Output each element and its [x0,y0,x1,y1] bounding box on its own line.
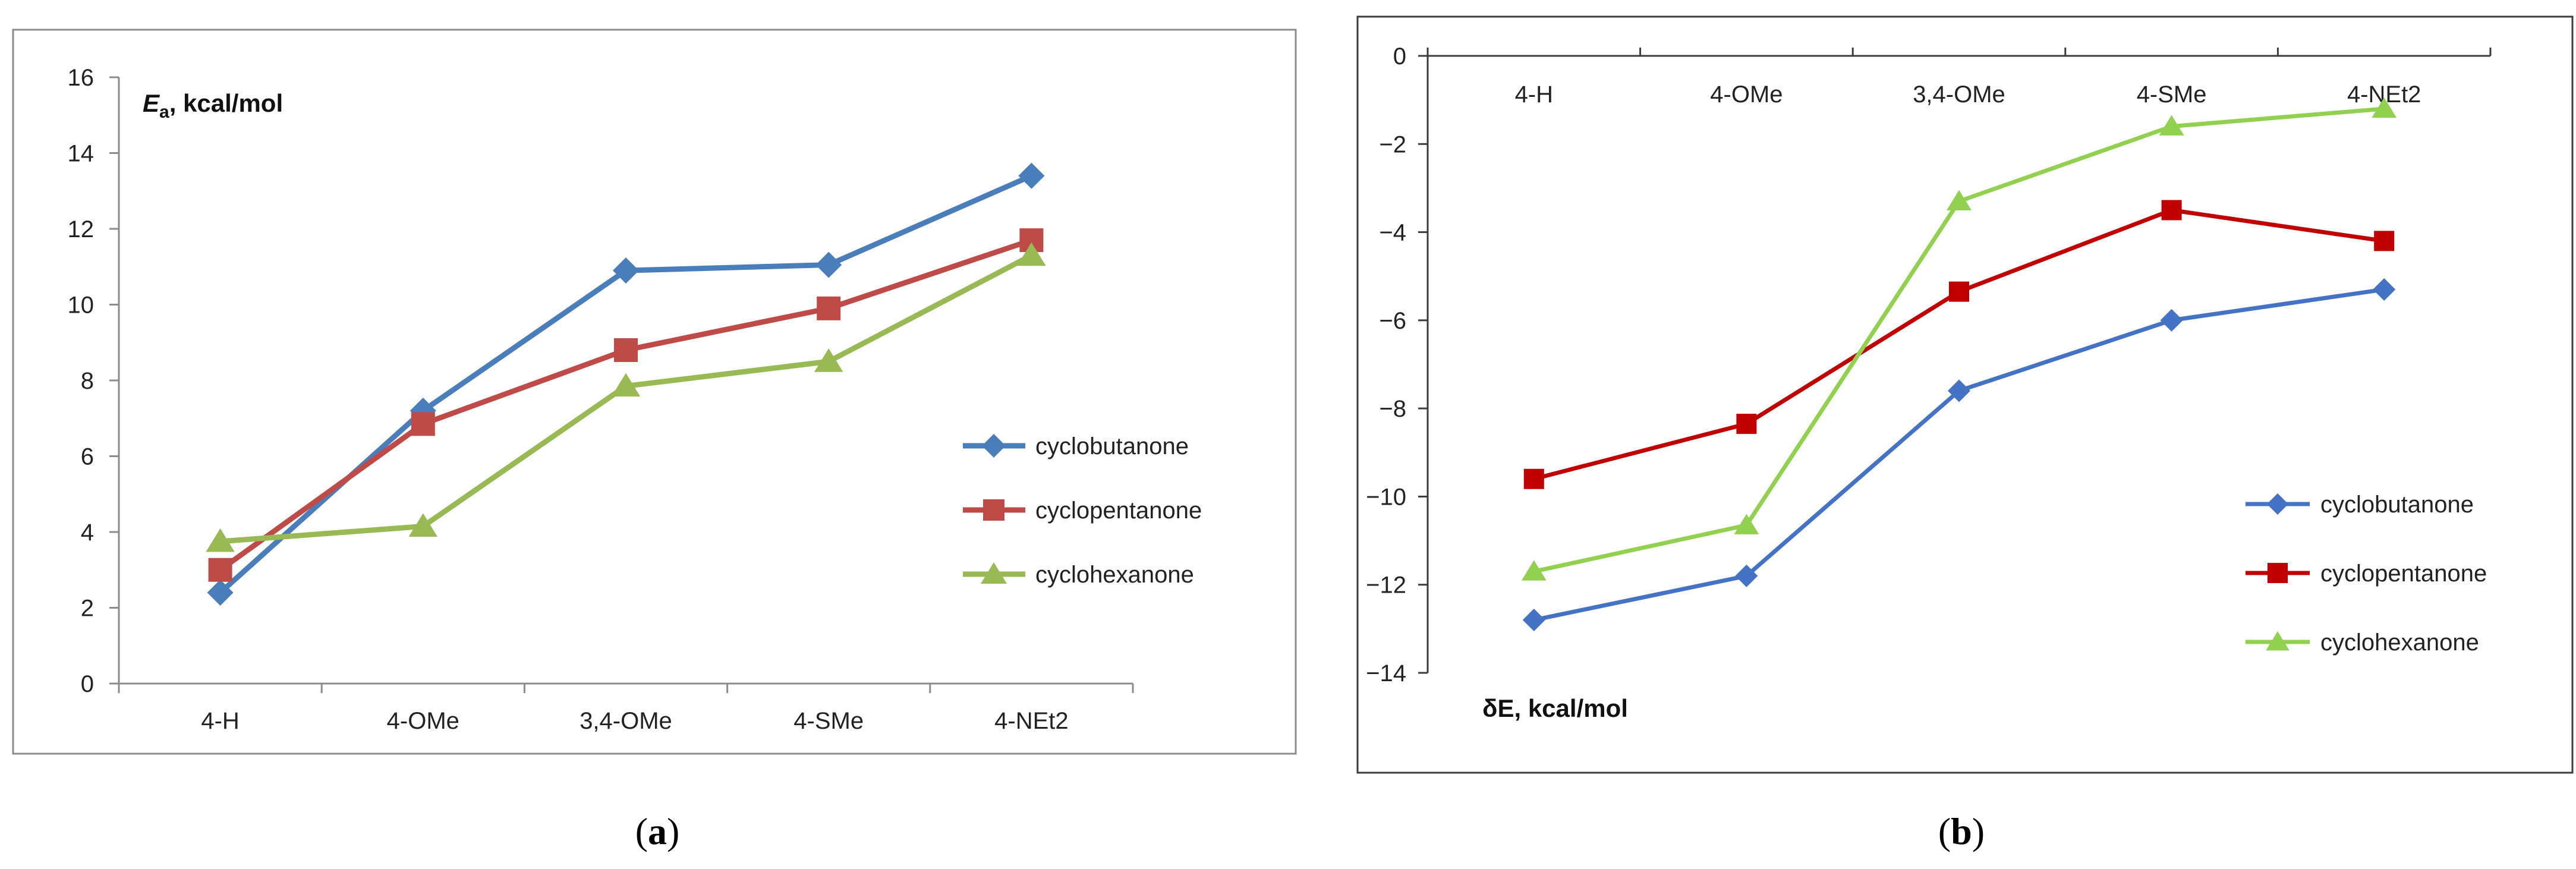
x-tick-label-a: 4-H [201,708,239,734]
data-point-b-cyclohexanone [2372,97,2397,118]
data-point-b-cyclobutanone [2160,308,2183,332]
data-point-b-cyclopentanone [2374,231,2395,251]
legend-marker-b-cyclopentanone [2268,563,2288,583]
data-point-a-cyclohexanone [1017,242,1046,266]
legend-label-a-cyclohexanone: cyclohexanone [1035,562,1194,588]
legend-marker-a-cyclobutanone [982,434,1006,458]
y-tick-label-a: 6 [81,444,94,470]
x-tick-label-b: 4-H [1515,81,1553,108]
y-tick-label-b: −12 [1366,572,1406,599]
data-point-a-cyclobutanone [815,251,842,278]
data-point-b-cyclohexanone [1947,190,1972,210]
data-point-b-cyclopentanone [1736,414,1757,434]
data-point-b-cyclobutanone [1522,609,1545,632]
legend-marker-a-cyclohexanone [981,562,1007,584]
y-axis-label-b: δE, kcal/mol [1482,694,1628,722]
legend-marker-b-cyclohexanone [2266,631,2290,651]
y-tick-label-a: 12 [68,216,95,243]
data-point-a-cyclopentanone [208,558,232,582]
y-tick-label-a: 14 [68,141,95,167]
data-point-b-cyclobutanone [1735,564,1758,587]
y-tick-label-a: 8 [81,368,94,394]
data-point-a-cyclobutanone [207,580,234,606]
data-point-b-cyclohexanone [1521,560,1547,581]
legend-label-a-cyclopentanone: cyclopentanone [1035,498,1202,524]
legend-b: cyclobutanone cyclopentanone cyclohexanone [2246,492,2487,656]
axes-a: 0 2 4 6 8 10 12 14 16 4-H 4-OMe 3,4-OMe 4-SMe 4-NEt2 [68,65,1134,734]
x-tick-label-b: 4-OMe [1710,81,1783,108]
x-tick-label-a: 4-SMe [793,708,864,734]
data-point-a-cyclopentanone [411,412,435,436]
data-point-a-cyclobutanone [613,257,639,284]
chart-panel-b: 0−2−4−6−8−10−12−144-H 4-OMe 3,4-OMe 4-SMe 4-… [1356,15,2574,774]
legend-label-b-cyclopentanone: cyclopentanone [2320,561,2487,587]
y-tick-label-b: −6 [1379,308,1406,334]
y-tick-label-a: 16 [68,65,95,91]
legend-label-b-cyclohexanone: cyclohexanone [2320,629,2479,656]
x-tick-label-a: 4-OMe [387,708,459,734]
x-tick-label-a: 4-NEt2 [994,708,1069,734]
y-tick-label-a: 0 [81,671,94,697]
data-point-a-cyclopentanone [817,296,841,320]
x-tick-label-b: 3,4-OMe [1913,81,2005,108]
chart-frame-a [12,29,1297,755]
y-tick-label-a: 4 [81,519,94,546]
legend-label-b-cyclobutanone: cyclobutanone [2320,492,2474,518]
data-point-b-cyclopentanone [2161,200,2182,221]
data-point-b-cyclopentanone [1949,281,1969,302]
axes-b: 0−2−4−6−8−10−12−144-H 4-OMe 3,4-OMe 4-SMe 4-… [1366,43,2492,687]
legend-label-a-cyclobutanone: cyclobutanone [1035,433,1189,459]
y-tick-label-b: 0 [1393,43,1406,70]
data-point-a-cyclopentanone [614,338,638,362]
data-point-b-cyclobutanone [2373,278,2396,301]
data-point-b-cyclobutanone [1948,379,1970,402]
y-tick-label-b: −4 [1379,220,1406,246]
y-tick-label-b: −2 [1379,131,1406,158]
legend-marker-a-cyclopentanone [983,499,1004,521]
x-tick-label-a: 3,4-OMe [580,708,672,734]
y-tick-label-a: 2 [81,596,94,622]
data-point-a-cyclohexanone [206,528,235,552]
legend-marker-b-cyclobutanone [2267,493,2288,515]
series-lines-b [1521,97,2397,632]
data-point-a-cyclohexanone [408,513,437,537]
y-tick-label-b: −14 [1366,660,1406,687]
data-point-b-cyclohexanone [1734,514,1759,534]
y-tick-label-a: 10 [68,292,95,319]
series-lines-a [206,162,1046,606]
legend-a: cyclobutanone cyclopentanone cyclohexanone [963,433,1202,588]
panel-label-b: (b) [1938,810,1985,852]
data-point-b-cyclopentanone [1523,468,1544,489]
y-axis-label-a: Ea, kcal/mol [143,89,283,122]
data-point-a-cyclohexanone [814,348,843,372]
data-point-b-cyclohexanone [2159,115,2184,136]
y-tick-label-b: −8 [1379,396,1406,422]
x-tick-label-b: 4-SMe [2137,81,2207,108]
data-point-a-cyclohexanone [611,373,641,397]
panel-label-a: (a) [635,810,680,852]
y-tick-label-b: −10 [1366,484,1406,510]
data-point-a-cyclobutanone [1018,162,1045,189]
